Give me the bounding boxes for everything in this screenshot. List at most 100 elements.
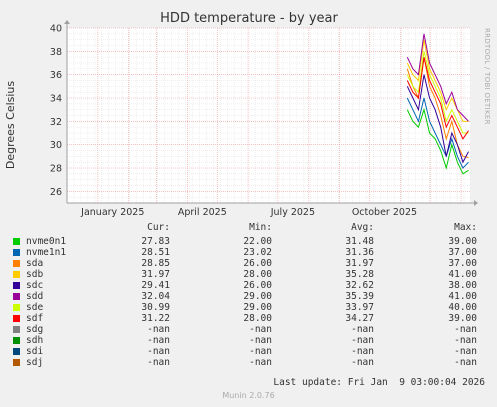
legend-row-sdg: sdg -nan -nan -nan -nan	[0, 324, 497, 335]
legend-row-sdi: sdi -nan -nan -nan -nan	[0, 346, 497, 357]
legend-swatch	[13, 304, 20, 311]
legend-row-sdc: sdc 29.41 26.00 32.62 38.00	[0, 280, 497, 291]
legend-avg-value: 33.97	[345, 302, 374, 313]
x-tick-label: July 2025	[270, 207, 315, 218]
legend-row-sde: sde 30.99 29.00 33.97 40.00	[0, 302, 497, 313]
legend-swatch	[13, 348, 20, 355]
legend-row-sdd: sdd 32.04 29.00 35.39 41.00	[0, 291, 497, 302]
legend-avg-value: 32.62	[345, 280, 374, 291]
series-line-sdd	[406, 33, 469, 122]
legend-min-value: 22.00	[243, 236, 272, 247]
legend-swatch	[13, 282, 20, 289]
legend-max-value: -nan	[454, 324, 477, 335]
legend-cur-value: 31.97	[141, 269, 170, 280]
legend-max-value: 40.00	[448, 302, 477, 313]
header-max: Max:	[454, 222, 477, 233]
series-line-sde	[406, 51, 469, 134]
legend-swatch	[13, 249, 20, 256]
legend-row-sdh: sdh -nan -nan -nan -nan	[0, 335, 497, 346]
legend-row-sdb: sdb 31.97 28.00 35.28 41.00	[0, 269, 497, 280]
legend-name: sda	[26, 258, 44, 269]
legend-name: sdg	[26, 324, 44, 335]
last-update: Last update: Fri Jan 9 03:00:04 2026	[273, 377, 485, 388]
plot-area	[67, 28, 470, 203]
legend-swatch	[13, 260, 20, 267]
legend-row-sdf: sdf 31.22 28.00 34.27 39.00	[0, 313, 497, 324]
series-line-sdb	[406, 39, 469, 122]
legend-name: sdi	[26, 346, 44, 357]
legend-row-nvme1n1: nvme1n1 28.51 23.02 31.36 37.00	[0, 247, 497, 258]
legend-max-value: 41.00	[448, 291, 477, 302]
legend-avg-value: -nan	[351, 324, 374, 335]
legend-cur-value: 28.85	[141, 258, 170, 269]
legend-min-value: 26.00	[243, 280, 272, 291]
legend-cur-value: 30.99	[141, 302, 170, 313]
legend-max-value: 39.00	[448, 236, 477, 247]
series-line-nvme1n1	[406, 97, 469, 169]
legend-avg-value: 34.27	[345, 313, 374, 324]
y-axis-label: Degrees Celsius	[4, 81, 17, 170]
legend-name: sdc	[26, 280, 44, 291]
legend-cur-value: 29.41	[141, 280, 170, 291]
legend-min-value: -nan	[249, 335, 272, 346]
legend-min-value: -nan	[249, 357, 272, 368]
legend-name: sdb	[26, 269, 44, 280]
munin-version: Munin 2.0.76	[222, 391, 275, 400]
x-tick-labels: January 2025 April 2025 July 2025 October 2…	[80, 207, 417, 218]
axes	[64, 20, 478, 206]
chart-title: HDD temperature - by year	[160, 11, 338, 26]
legend-avg-value: -nan	[351, 335, 374, 346]
legend-cur-value: -nan	[147, 346, 170, 357]
y-tick-label: 40	[50, 24, 62, 35]
legend-min-value: 29.00	[243, 291, 272, 302]
y-axis-arrow	[64, 20, 70, 24]
legend-cur-value: 28.51	[141, 247, 170, 258]
y-tick-label: 32	[50, 117, 62, 128]
legend-row-sdj: sdj -nan -nan -nan -nan	[0, 357, 497, 368]
x-tick-label: October 2025	[352, 207, 417, 218]
legend-max-value: -nan	[454, 346, 477, 357]
series-line-sdf	[406, 57, 469, 140]
legend-min-value: 23.02	[243, 247, 272, 258]
legend-min-value: 28.00	[243, 313, 272, 324]
legend-max-value: 41.00	[448, 269, 477, 280]
x-tick-label: January 2025	[80, 207, 144, 218]
legend-avg-value: -nan	[351, 357, 374, 368]
legend-name: sdj	[26, 357, 44, 368]
legend-row-sda: sda 28.85 26.00 31.97 37.00	[0, 258, 497, 269]
series-group	[406, 33, 469, 175]
legend-max-value: 39.00	[448, 313, 477, 324]
legend-min-value: -nan	[249, 346, 272, 357]
header-cur: Cur:	[147, 222, 170, 233]
legend-row-nvme0n1: nvme0n1 27.83 22.00 31.48 39.00	[0, 236, 497, 247]
legend-max-value: -nan	[454, 335, 477, 346]
legend-avg-value: 31.97	[345, 258, 374, 269]
legend-max-value: 37.00	[448, 247, 477, 258]
legend-cur-value: 27.83	[141, 236, 170, 247]
legend-swatch	[13, 337, 20, 344]
legend-avg-value: -nan	[351, 346, 374, 357]
legend-name: nvme0n1	[26, 236, 67, 247]
legend-min-value: 26.00	[243, 258, 272, 269]
y-tick-label: 34	[50, 94, 62, 105]
y-tick-label: 30	[50, 140, 62, 151]
legend-name: nvme1n1	[26, 247, 67, 258]
y-tick-label: 36	[50, 70, 62, 81]
legend-name: sdf	[26, 313, 44, 324]
legend-swatch	[13, 293, 20, 300]
header-min: Min:	[249, 222, 272, 233]
y-tick-label: 26	[50, 187, 62, 198]
legend-swatch	[13, 271, 20, 278]
legend-cur-value: 31.22	[141, 313, 170, 324]
series-line-nvme0n1	[406, 107, 469, 175]
legend-swatch	[13, 315, 20, 322]
y-tick-labels: 26 28 30 32 34 36 38 40	[50, 24, 62, 198]
legend-avg-value: 31.48	[345, 236, 374, 247]
y-tick-label: 38	[50, 47, 62, 58]
series-line-sdc	[406, 74, 469, 164]
legend-min-value: -nan	[249, 324, 272, 335]
legend-min-value: 28.00	[243, 269, 272, 280]
legend-avg-value: 31.36	[345, 247, 374, 258]
legend-cur-value: 32.04	[141, 291, 170, 302]
y-tick-label: 28	[50, 164, 62, 175]
